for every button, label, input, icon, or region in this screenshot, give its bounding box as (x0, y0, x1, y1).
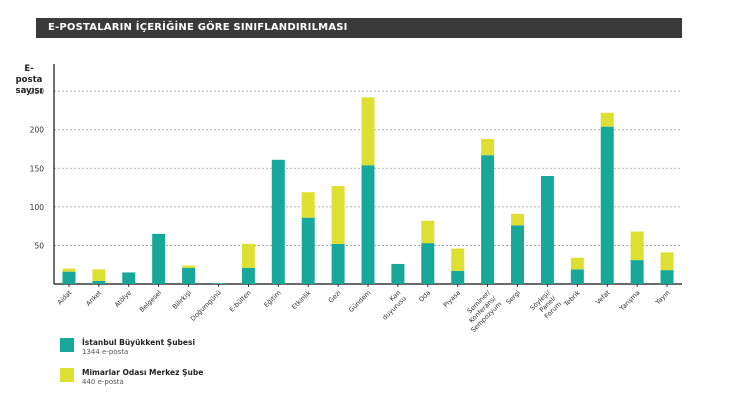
bar-segment-istanbul (271, 159, 285, 284)
x-tick-label-line: Tebrik (562, 289, 582, 309)
x-tick-label-line: Bilirkişi (171, 289, 193, 311)
x-tick-label-line: Oda (417, 289, 432, 304)
x-tick-label: Anket (84, 288, 103, 307)
x-tick-label-line: Yayın (653, 289, 671, 307)
bar-segment-istanbul (451, 270, 465, 284)
x-tick-label: Seminer/Konferans/Sempozyum (458, 288, 504, 334)
bar-segment-merkez (182, 265, 196, 268)
bar-segment-istanbul (600, 126, 614, 284)
bar-segment-istanbul (511, 225, 525, 284)
bar-segment-merkez (511, 213, 525, 226)
bar-segment-istanbul (122, 272, 136, 284)
x-tick-label: Gezi (327, 289, 343, 305)
x-tick-label: Doğumgünü (189, 289, 223, 323)
x-tick-label: Sergi (505, 289, 523, 307)
x-tick-label: Atölye (113, 289, 133, 309)
x-tick-label-line: Aidat (56, 288, 74, 306)
legend-label-merkez: Mimarlar Odası Merkez Şube (82, 368, 204, 377)
y-tick-label: 100 (30, 203, 45, 212)
x-tick-label: Oda (417, 289, 432, 304)
bar-segment-istanbul (630, 260, 644, 284)
x-tick-label: Bilirkişi (171, 289, 193, 311)
bar-segment-merkez (660, 252, 674, 271)
bar-segment-istanbul (391, 263, 405, 284)
bar-segment-istanbul (361, 165, 375, 284)
x-tick-label: Eğitim (262, 289, 282, 309)
bar-segment-merkez (301, 192, 315, 218)
x-tick-label-line: Sergi (505, 289, 523, 307)
bar-segment-merkez (600, 112, 614, 127)
bar-segment-istanbul (331, 243, 345, 284)
bar-segment-merkez (451, 248, 465, 271)
bar-segment-istanbul (481, 155, 495, 284)
bar-segment-istanbul (182, 267, 196, 284)
bar-segment-merkez (481, 138, 495, 156)
x-tick-label-line: Etkinlik (290, 289, 313, 312)
bar-segment-merkez (92, 269, 106, 281)
x-tick-label-line: Yarışma (617, 289, 641, 313)
x-tick-label-line: Vefat (594, 288, 612, 306)
y-tick-label: 50 (34, 241, 44, 250)
x-tick-label-line: E-bülten (228, 289, 253, 314)
bar-segment-merkez (62, 268, 76, 272)
x-tick-label-line: Eğitim (262, 289, 282, 309)
bar-segment-istanbul (211, 283, 225, 284)
bar-segment-istanbul (540, 176, 554, 284)
bar-segment-istanbul (301, 217, 315, 284)
bar-segment-merkez (421, 220, 435, 244)
x-tick-label: Gündem (347, 289, 372, 314)
chart-title: E-POSTALARIN İÇERİĞİNE GÖRE SINIFLANDIRI… (48, 22, 348, 33)
x-tick-label: Etkinlik (290, 289, 313, 312)
x-tick-label-line: Belgesel (138, 289, 163, 314)
y-tick-label: 200 (30, 126, 45, 135)
bar-segment-merkez (570, 257, 584, 270)
bar-segment-merkez (630, 231, 644, 261)
y-axis-title: E-posta sayısı (12, 64, 46, 97)
bar-segment-istanbul (152, 233, 166, 284)
x-tick-label: Yarışma (617, 289, 641, 313)
y-tick-label: 250 (30, 87, 45, 96)
x-tick-label: Aidat (56, 288, 74, 306)
bar-segment-merkez (361, 97, 375, 166)
x-tick-label-line: Anket (84, 288, 103, 307)
x-tick-label-line: Doğumgünü (189, 289, 223, 323)
x-tick-label-line: Gündem (347, 289, 372, 314)
x-tick-label: Vefat (594, 288, 612, 306)
bar-segment-istanbul (570, 269, 584, 284)
x-tick-label: E-bülten (228, 289, 253, 314)
x-tick-label: Söyleşi/Panel/Forum (528, 288, 563, 323)
legend-count-istanbul: 1344 e-posta (82, 348, 129, 356)
legend-swatch-merkez (60, 368, 74, 382)
legend-label-istanbul: İstanbul Büyükkent Şubesi (82, 338, 196, 347)
x-tick-label: Kanduyurusu (375, 289, 408, 322)
legend-swatch-istanbul (60, 338, 74, 352)
x-tick-label: Yayın (653, 289, 671, 307)
bar-segment-istanbul (660, 270, 674, 284)
bar-segment-istanbul (241, 267, 255, 284)
y-axis-title-line: sayısı (15, 86, 43, 96)
legend-count-merkez: 440 e-posta (82, 378, 124, 386)
x-tick-label-line: Atölye (113, 289, 133, 309)
x-tick-label: Piyasa (442, 289, 462, 309)
x-tick-label-line: Piyasa (442, 289, 462, 309)
y-axis-title-line: E-posta (15, 64, 43, 85)
x-tick-label-line: Gezi (327, 289, 343, 305)
bar-segment-merkez (241, 243, 255, 268)
chart-title-bar: E-POSTALARIN İÇERİĞİNE GÖRE SINIFLANDIRI… (36, 18, 682, 38)
bar-segment-istanbul (92, 280, 106, 284)
bar-segment-istanbul (421, 243, 435, 284)
bar-segment-istanbul (62, 271, 76, 284)
x-tick-label: Tebrik (562, 289, 582, 309)
y-tick-label: 150 (30, 164, 45, 173)
x-tick-label: Belgesel (138, 289, 163, 314)
bar-segment-merkez (331, 186, 345, 244)
